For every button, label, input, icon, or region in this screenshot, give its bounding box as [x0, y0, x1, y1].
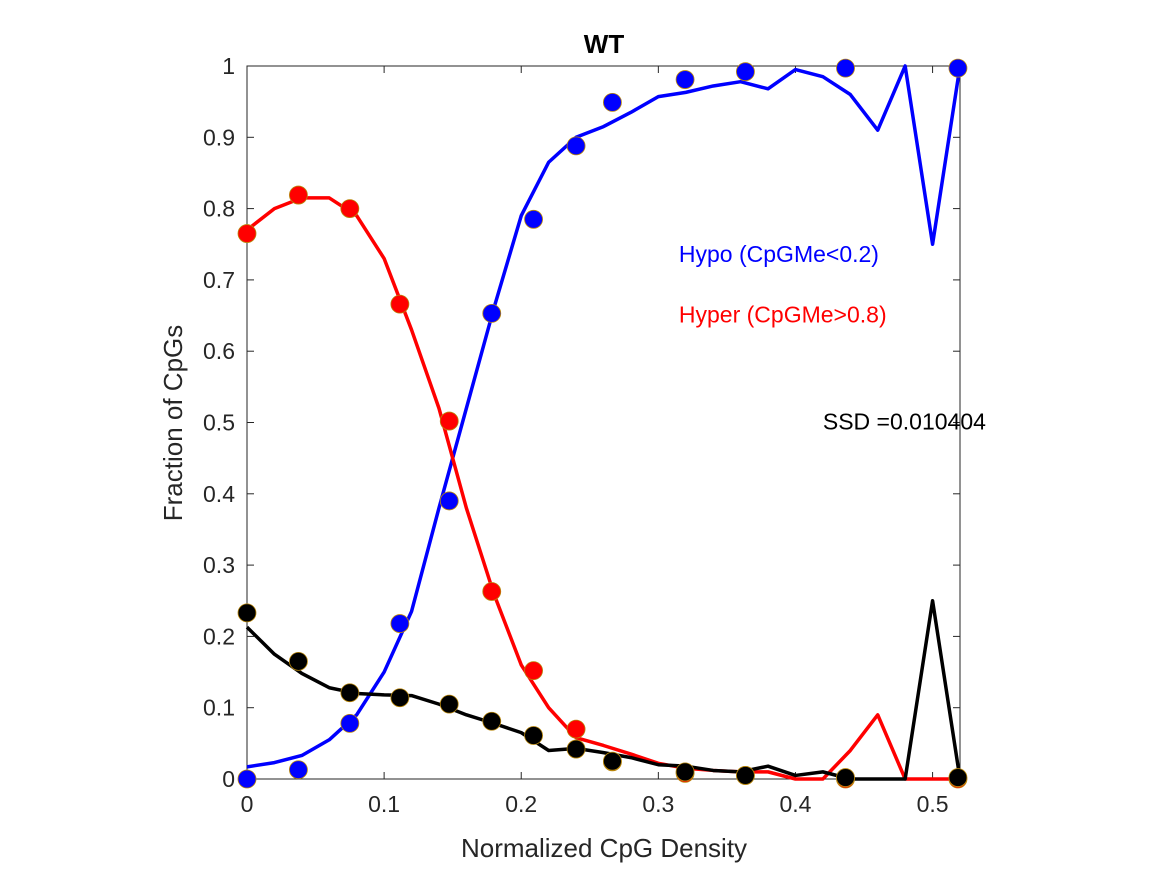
y-tick-label: 0.5: [203, 410, 235, 436]
data-point: [390, 688, 410, 708]
plot-area: [237, 58, 968, 789]
series-line: [246, 64, 962, 769]
data-point: [566, 719, 586, 739]
data-point: [736, 766, 755, 785]
data-point: [237, 224, 257, 243]
data-point: [566, 136, 586, 156]
x-tick-label: 0.1: [368, 791, 400, 817]
data-point: [603, 92, 622, 112]
data-point: [524, 661, 543, 681]
data-point: [289, 651, 308, 671]
series-line: [245, 196, 960, 781]
data-point: [836, 768, 855, 787]
data-point: [675, 762, 695, 782]
data-point: [439, 411, 459, 431]
data-point: [439, 491, 459, 511]
data-point: [340, 683, 360, 703]
y-tick-label: 0.3: [203, 552, 235, 578]
data-point: [736, 62, 755, 82]
x-tick-label: 0.5: [917, 791, 949, 817]
data-point: [836, 58, 855, 78]
axes-box: [246, 65, 961, 780]
data-point: [482, 711, 502, 731]
data-point: [289, 185, 308, 205]
data-point: [237, 603, 257, 623]
data-point: [390, 614, 410, 633]
x-tick-label: 0.3: [642, 791, 674, 817]
data-point: [524, 726, 543, 745]
data-point: [482, 304, 502, 323]
data-point: [948, 58, 968, 78]
y-tick-label: 0.4: [203, 481, 235, 507]
data-point: [289, 760, 308, 780]
data-point: [340, 713, 360, 733]
axes-background: [246, 65, 961, 780]
data-point: [948, 768, 968, 787]
data-point: [675, 70, 695, 89]
annotations: Hypo (CpGMe<0.2) Hyper (CpGMe>0.8) SSD =0.…: [679, 241, 986, 435]
y-tick-label: 0: [222, 766, 235, 792]
y-tick-label: 0.8: [203, 196, 235, 222]
annotation-text: Hyper (CpGMe>0.8): [679, 302, 887, 328]
y-tick-label: 0.7: [203, 267, 235, 293]
x-axis-title: Normalized CpG Density: [461, 833, 747, 863]
data-point: [524, 209, 543, 229]
x-tick-label: 0.2: [505, 791, 537, 817]
chart-title: WT: [584, 29, 625, 59]
data-point: [340, 199, 360, 219]
x-tick-label: 0.4: [779, 791, 811, 817]
data-point: [439, 694, 459, 714]
data-point: [566, 739, 586, 759]
data-point: [482, 582, 502, 601]
data-point: [603, 751, 622, 771]
y-tick-label: 0.9: [203, 124, 235, 150]
data-point: [237, 769, 257, 789]
y-tick-label: 0.2: [203, 623, 235, 649]
y-tick-label: 0.6: [203, 338, 235, 364]
y-tick-label: 0.1: [203, 695, 235, 721]
annotation-text: Hypo (CpGMe<0.2): [679, 241, 879, 267]
axis-labels: 0 0.1 0.2 0.3 0.4 0.5 0 0.1 0.2 0.3 0.4 0.5 0.6 0.7 0.…: [203, 53, 949, 817]
y-tick-label: 1: [222, 53, 235, 79]
data-point: [390, 294, 410, 314]
y-axis-title: Fraction of CpGs: [158, 325, 188, 522]
x-tick-label: 0: [241, 791, 254, 817]
annotation-text: SSD =0.010404: [823, 409, 986, 435]
